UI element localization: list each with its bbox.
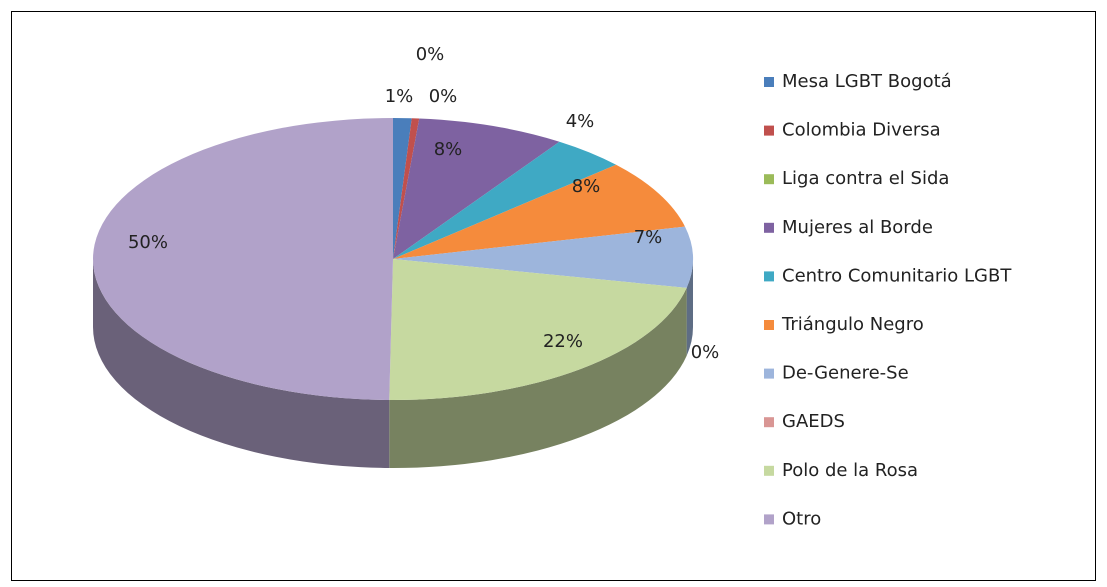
pie-slice <box>393 118 420 259</box>
data-label: 50% <box>128 232 168 253</box>
data-label: 22% <box>543 331 583 352</box>
data-label: 0% <box>429 86 458 107</box>
legend-label: Colombia Diversa <box>782 120 941 141</box>
legend-label: Polo de la Rosa <box>782 460 918 481</box>
pie-side <box>389 287 687 468</box>
legend-label: Otro <box>782 508 821 529</box>
legend-swatch <box>764 271 774 282</box>
legend-label: Liga contra el Sida <box>782 168 949 189</box>
legend-label: Centro Comunitario LGBT <box>782 265 1012 286</box>
data-label: 8% <box>572 176 601 197</box>
legend-swatch <box>764 514 774 525</box>
legend-swatch <box>764 222 774 233</box>
pie-slice <box>393 164 685 259</box>
legend-label: Mujeres al Borde <box>782 217 933 238</box>
legend-label: De-Genere-Se <box>782 363 909 384</box>
data-label: 0% <box>416 44 445 65</box>
data-label: 7% <box>634 227 663 248</box>
legend-swatch <box>764 465 774 476</box>
pie-side <box>93 259 390 468</box>
legend-swatch <box>764 174 774 185</box>
pie-slice <box>393 118 560 259</box>
pie-slice <box>393 226 694 288</box>
pie-slice <box>393 141 617 259</box>
pie-slice <box>389 259 687 400</box>
pie-slice <box>393 118 412 259</box>
legend-swatch <box>764 368 774 379</box>
legend-label: Mesa LGBT Bogotá <box>782 71 952 92</box>
legend-label: GAEDS <box>782 411 845 432</box>
legend-label: Triángulo Negro <box>781 314 924 335</box>
pie-side <box>686 259 693 356</box>
data-label: 1% <box>385 86 414 107</box>
legend-swatch <box>764 77 774 87</box>
pie-slice <box>93 118 394 400</box>
legend-swatch <box>764 320 774 330</box>
data-label: 8% <box>434 139 463 160</box>
data-label: 4% <box>566 111 595 132</box>
legend-swatch <box>764 417 774 428</box>
legend-swatch <box>764 125 774 136</box>
data-label: 0% <box>691 342 720 363</box>
